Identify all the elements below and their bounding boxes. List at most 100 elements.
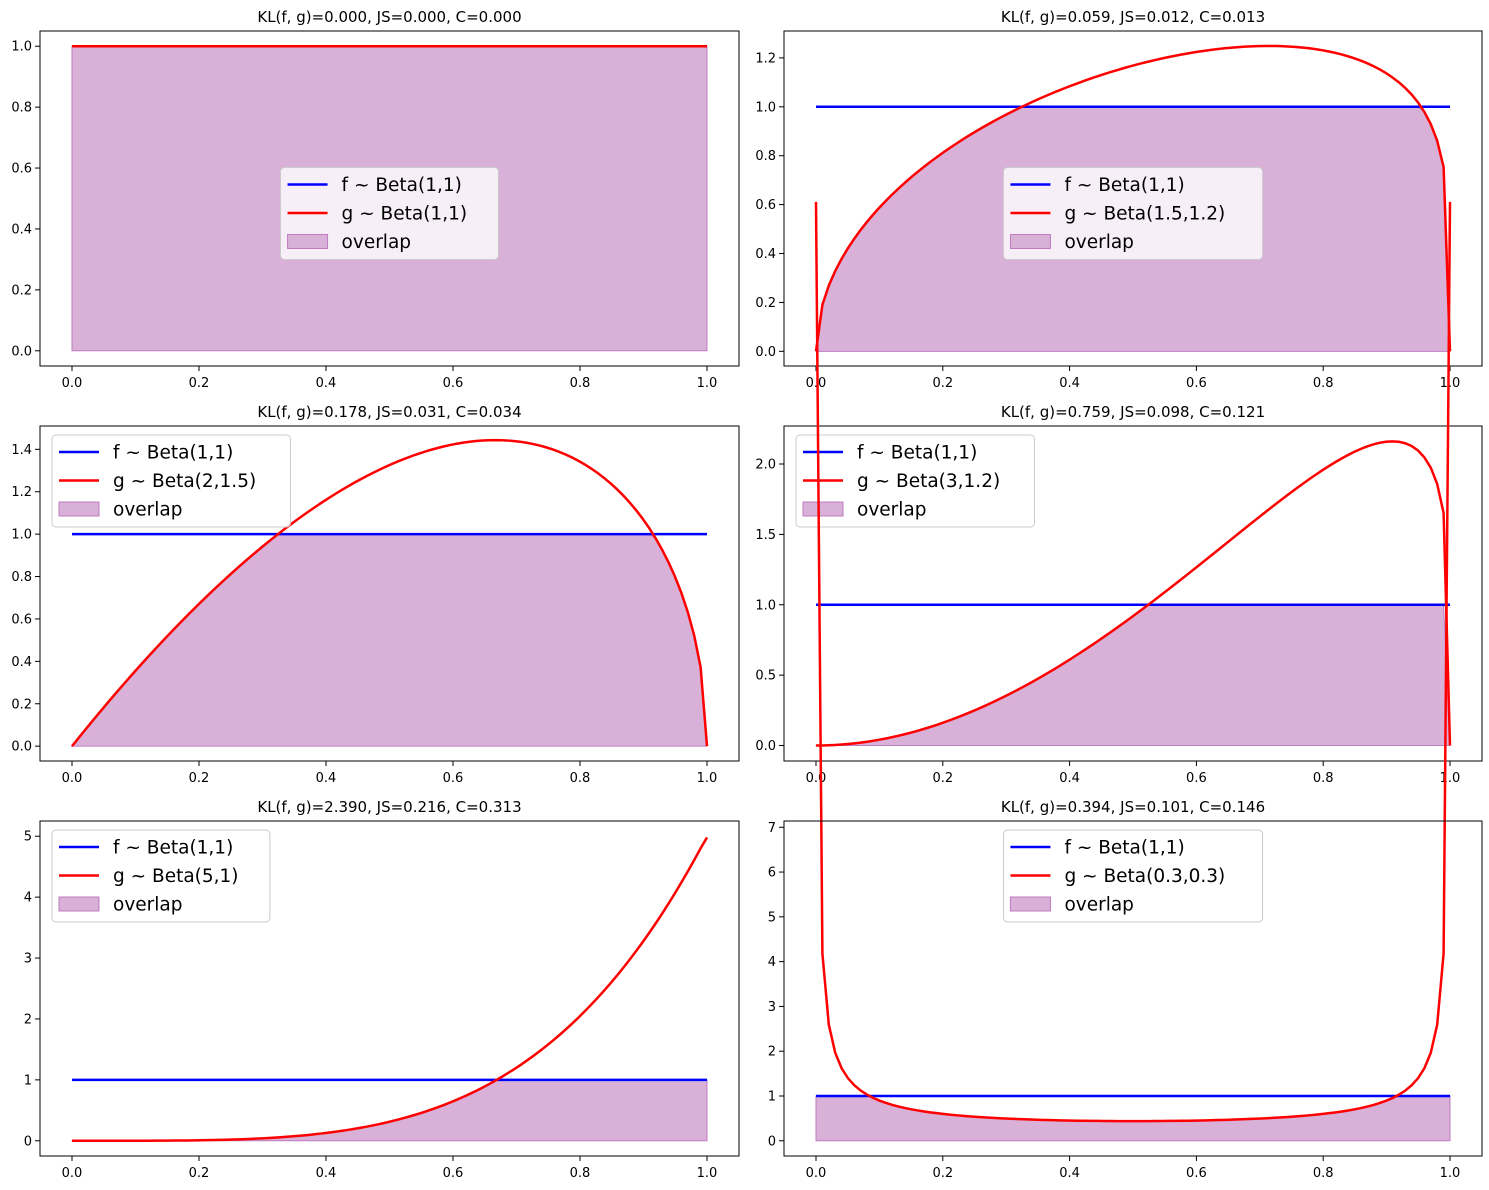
legend-entry-g-label: g ~ Beta(0.3,0.3) xyxy=(1064,866,1225,887)
chart-title: KL(f, g)=0.394, JS=0.101, C=0.146 xyxy=(1001,798,1265,816)
x-tick-label: 0.2 xyxy=(932,1166,953,1181)
y-tick-label: 0.4 xyxy=(755,247,776,262)
chart-panel-2: 0.0 0.2 0.4 0.6 0.8 1.0 0.0 0.2 0.4 0.6 0.8 1.0 1.2 K… xyxy=(755,8,1483,391)
g-line xyxy=(814,201,1452,1123)
chart-title: KL(f, g)=2.390, JS=0.216, C=0.313 xyxy=(257,798,521,816)
axes-frame xyxy=(39,425,740,762)
legend-entry-overlap-label: overlap xyxy=(113,895,182,916)
axes-frame xyxy=(39,30,740,367)
x-tick-label: 1.0 xyxy=(1440,1166,1461,1181)
legend-entry-g-label: g ~ Beta(1,1) xyxy=(342,204,468,225)
y-tick-label: 0.0 xyxy=(11,740,32,755)
y-tick-label: 1.0 xyxy=(11,40,32,55)
legend-entry-g-label: g ~ Beta(3,1.2) xyxy=(857,471,1000,492)
legend-entry-f-label: f ~ Beta(1,1) xyxy=(113,443,233,464)
legend-entry-f-label: f ~ Beta(1,1) xyxy=(342,175,462,196)
chart-panel-1: 0.0 0.2 0.4 0.6 0.8 1.0 0.0 0.2 0.4 0.6 0.8 1.0 KL(f… xyxy=(11,8,740,391)
overlap-area xyxy=(815,1095,1451,1142)
legend: f ~ Beta(1,1) g ~ Beta(2,1.5) overlap xyxy=(51,434,291,528)
y-tick-label: 3 xyxy=(24,952,32,967)
legend: f ~ Beta(1,1) g ~ Beta(5,1) overlap xyxy=(51,829,271,923)
g-line xyxy=(815,440,1452,747)
y-tick-label: 0 xyxy=(24,1134,32,1149)
x-tick-label: 0.6 xyxy=(1186,771,1207,786)
chart-panel-4: 0.0 0.2 0.4 0.6 0.8 1.0 0.0 0.5 1.0 1.5 2.0 KL(f, g… xyxy=(755,403,1483,786)
y-tick-label: 4 xyxy=(24,891,32,906)
x-tick-label: 0.6 xyxy=(1186,1166,1207,1181)
legend: f ~ Beta(1,1) g ~ Beta(1.5,1.2) overlap xyxy=(1002,167,1264,260)
x-tick-label: 1.0 xyxy=(1440,771,1461,786)
chart-title: KL(f, g)=0.000, JS=0.000, C=0.000 xyxy=(257,8,521,26)
legend-entry-overlap-patch xyxy=(802,501,844,517)
x-tick-label: 0.8 xyxy=(1313,771,1334,786)
y-tick-label: 0 xyxy=(768,1134,776,1149)
y-tick-label: 5 xyxy=(768,910,776,925)
legend-box xyxy=(51,829,271,923)
x-tick-label: 0.2 xyxy=(932,376,953,391)
y-tick-label: 1.2 xyxy=(11,485,32,500)
x-tick-label: 0.8 xyxy=(570,1166,591,1181)
y-tick-label: 5 xyxy=(24,830,32,845)
y-tick-label: 0.4 xyxy=(11,655,32,670)
y-tick-label: 3 xyxy=(768,1000,776,1015)
legend-entry-overlap-label: overlap xyxy=(1064,232,1133,253)
y-tick-label: 1 xyxy=(768,1089,776,1104)
chart-title: KL(f, g)=0.059, JS=0.012, C=0.013 xyxy=(1001,8,1265,26)
x-tick-label: 0.6 xyxy=(1186,376,1207,391)
legend-entry-overlap-label: overlap xyxy=(342,232,411,253)
x-tick-label: 0.0 xyxy=(806,1166,827,1181)
legend-box xyxy=(795,434,1035,528)
legend-entry-overlap-label: overlap xyxy=(857,500,926,521)
y-tick-label: 1.0 xyxy=(11,528,32,543)
y-tick-label: 7 xyxy=(768,821,776,836)
y-tick-label: 0.6 xyxy=(11,162,32,177)
y-tick-label: 2 xyxy=(768,1045,776,1060)
x-tick-label: 0.6 xyxy=(443,376,464,391)
x-tick-label: 0.8 xyxy=(570,771,591,786)
axes-frame xyxy=(783,425,1483,762)
legend-entry-overlap-patch xyxy=(1009,896,1051,912)
y-tick-label: 0.0 xyxy=(755,739,776,754)
x-tick-label: 1.0 xyxy=(1440,376,1461,391)
overlap-area xyxy=(71,533,708,748)
y-tick-label: 6 xyxy=(768,866,776,881)
legend-entry-overlap-patch xyxy=(58,896,100,912)
y-tick-label: 0.8 xyxy=(755,149,776,164)
y-tick-label: 0.0 xyxy=(755,345,776,360)
g-line xyxy=(814,44,1452,352)
legend-entry-overlap-patch xyxy=(287,234,329,249)
x-tick-label: 0.0 xyxy=(62,771,83,786)
legend-entry-g-label: g ~ Beta(2,1.5) xyxy=(113,471,256,492)
x-tick-label: 0.8 xyxy=(1313,376,1334,391)
g-line xyxy=(72,836,709,1143)
chart-title: KL(f, g)=0.759, JS=0.098, C=0.121 xyxy=(1001,403,1265,421)
chart-panel-3: 0.0 0.2 0.4 0.6 0.8 1.0 0.0 0.2 0.4 0.6 0.8 1.0 1.2 1… xyxy=(11,403,740,786)
legend-entry-f-label: f ~ Beta(1,1) xyxy=(1064,175,1184,196)
y-tick-label: 0.8 xyxy=(11,570,32,585)
overlap-area xyxy=(815,604,1451,747)
y-tick-label: 1.4 xyxy=(11,443,32,458)
x-tick-label: 0.4 xyxy=(316,1166,337,1181)
x-tick-label: 0.2 xyxy=(189,771,210,786)
x-tick-label: 0.8 xyxy=(570,376,591,391)
legend-entry-g-label: g ~ Beta(1.5,1.2) xyxy=(1064,204,1225,225)
x-tick-label: 0.4 xyxy=(1059,771,1080,786)
legend: f ~ Beta(1,1) g ~ Beta(0.3,0.3) overlap xyxy=(1002,829,1264,923)
legend: f ~ Beta(1,1) g ~ Beta(1,1) overlap xyxy=(280,167,499,260)
y-tick-label: 4 xyxy=(768,955,776,970)
legend-entry-overlap-label: overlap xyxy=(1064,895,1133,916)
legend-box xyxy=(1002,829,1264,923)
y-tick-label: 1.5 xyxy=(755,528,776,543)
x-tick-label: 0.0 xyxy=(62,376,83,391)
chart-panel-6: 0.0 0.2 0.4 0.6 0.8 1.0 0 1 2 3 4 5 6 7 KL(f, g)=0.394… xyxy=(768,201,1483,1181)
legend-box xyxy=(51,434,291,528)
axes-frame xyxy=(783,30,1483,367)
x-tick-label: 0.2 xyxy=(189,1166,210,1181)
axes-frame xyxy=(783,820,1483,1157)
x-tick-label: 0.0 xyxy=(806,376,827,391)
y-tick-label: 0.2 xyxy=(755,296,776,311)
y-tick-label: 0.8 xyxy=(11,101,32,116)
legend-entry-f-label: f ~ Beta(1,1) xyxy=(113,838,233,859)
